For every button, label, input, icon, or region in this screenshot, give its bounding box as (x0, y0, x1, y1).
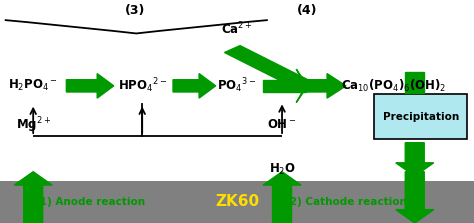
Text: Mg$^{2+}$: Mg$^{2+}$ (16, 115, 51, 135)
Text: PO$_4$$^{3-}$: PO$_4$$^{3-}$ (218, 76, 256, 95)
Polygon shape (396, 172, 434, 223)
FancyArrow shape (263, 80, 306, 92)
Polygon shape (225, 46, 309, 87)
Text: (3): (3) (125, 4, 145, 17)
FancyArrow shape (173, 74, 216, 98)
FancyBboxPatch shape (374, 94, 467, 139)
Text: Ca$_{10}$(PO$_4$)$_6$(OH)$_2$: Ca$_{10}$(PO$_4$)$_6$(OH)$_2$ (341, 78, 446, 94)
Polygon shape (296, 69, 306, 103)
Polygon shape (14, 172, 52, 223)
Text: H$_2$PO$_4$$^-$: H$_2$PO$_4$$^-$ (9, 78, 58, 93)
Polygon shape (405, 72, 424, 93)
FancyArrow shape (66, 74, 114, 98)
Polygon shape (396, 143, 434, 176)
Text: H$_2$O: H$_2$O (269, 162, 295, 177)
Text: (4): (4) (297, 4, 318, 17)
Text: (2) Cathode reaction: (2) Cathode reaction (285, 197, 407, 207)
FancyArrow shape (306, 74, 346, 98)
Text: (1) Anode reaction: (1) Anode reaction (35, 197, 145, 207)
Text: Precipitation: Precipitation (383, 112, 459, 122)
Text: HPO$_4$$^{2-}$: HPO$_4$$^{2-}$ (118, 76, 167, 95)
FancyBboxPatch shape (0, 181, 474, 223)
Polygon shape (263, 172, 301, 223)
Text: OH$^-$: OH$^-$ (267, 118, 297, 131)
Text: ZK60: ZK60 (215, 194, 259, 209)
Text: Ca$^{2+}$: Ca$^{2+}$ (221, 21, 253, 37)
